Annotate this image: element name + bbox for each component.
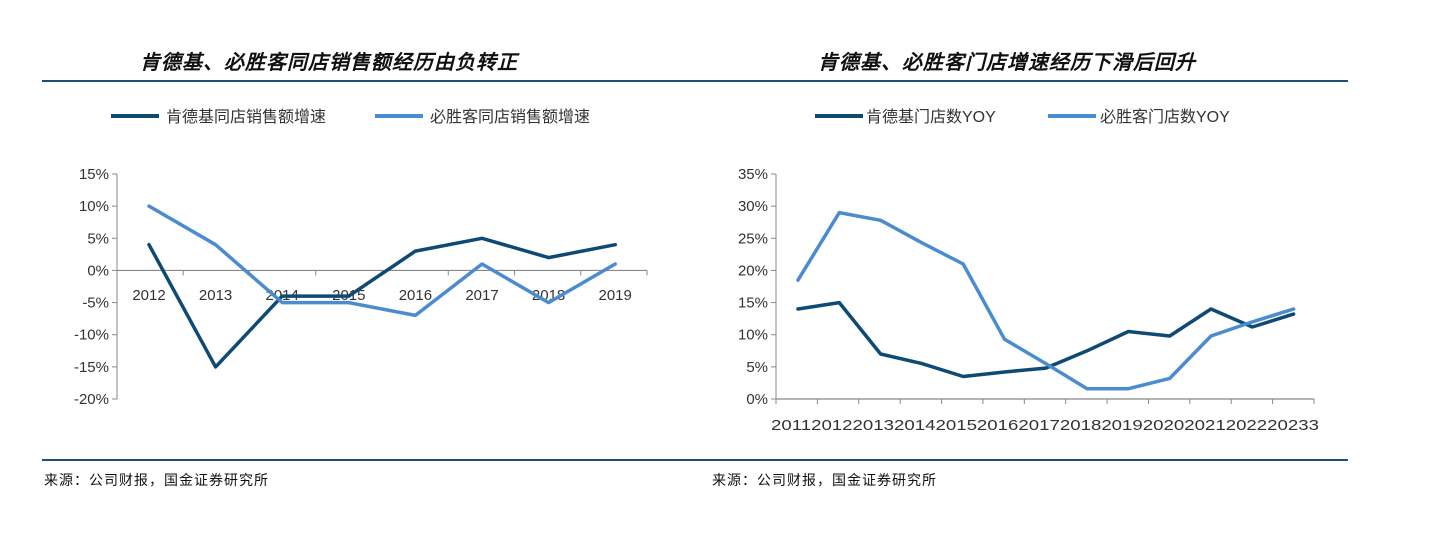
x-tick-label: 2013 [199, 287, 232, 304]
y-tick-label: -15% [74, 359, 109, 376]
chart2-title: 肯德基、必胜客门店增速经历下滑后回升 [818, 50, 1196, 74]
y-tick-label: 30% [738, 198, 768, 215]
x-tick-labels: 2011201220132014201520162017201820192020… [771, 417, 1319, 434]
series-line-2 [147, 204, 617, 318]
chart1-source: 来源：公司财报，国金证券研究所 [44, 473, 269, 489]
y-tick-label: 15% [738, 295, 768, 312]
y-tick-label: 25% [738, 230, 768, 247]
chart1: 15%10%5%0%-5%-10%-15%-20%2012 2013 2014 201… [74, 108, 648, 408]
y-tick-label: 15% [79, 166, 109, 183]
legend-label: 肯德基同店销售额增速 [166, 108, 326, 126]
series-line-2 [796, 210, 1296, 391]
y-tick-label: -10% [74, 327, 109, 344]
y-tick-label: 10% [738, 327, 768, 344]
y-tick-label: 0% [746, 391, 768, 408]
legend-label: 肯德基门店数YOY [866, 108, 996, 126]
x-tick-label: 2019 [599, 287, 632, 304]
top-rule [42, 80, 1348, 82]
y-tick-label: 5% [87, 230, 109, 247]
y-tick-label: 20% [738, 262, 768, 279]
chart2: 35% 30% 25% 20% 15% 10% 5% 0%201120122013201420… [738, 108, 1319, 434]
y-tick-label: 0% [87, 262, 109, 279]
series-line-1 [147, 236, 617, 369]
bottom-rule [42, 459, 1348, 461]
chart1-title: 肯德基、必胜客同店销售额经历由负转正 [140, 50, 518, 74]
y-tick-label: 35% [738, 166, 768, 183]
x-tick-label: 2016 [399, 287, 432, 304]
y-tick-label: 10% [79, 198, 109, 215]
x-tick-label: 2012 [132, 287, 165, 304]
chart2-source: 来源：公司财报，国金证券研究所 [712, 473, 937, 489]
legend-label: 必胜客门店数YOY [1100, 108, 1230, 126]
legend-label: 必胜客同店销售额增速 [430, 108, 590, 126]
y-tick-label: -5% [82, 295, 109, 312]
x-tick-label: 2017 [465, 287, 498, 304]
y-tick-label: 5% [746, 359, 768, 376]
y-tick-label: -20% [74, 391, 109, 408]
